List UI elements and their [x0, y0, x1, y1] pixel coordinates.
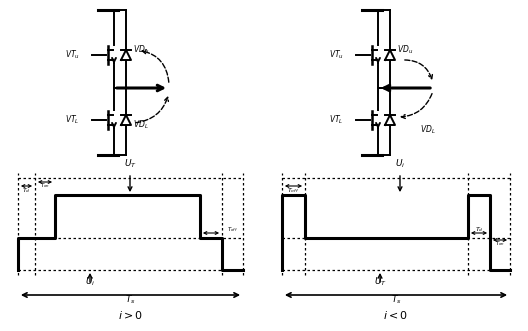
- Text: $VT_L$: $VT_L$: [329, 114, 344, 126]
- Text: $T_{on}$: $T_{on}$: [40, 181, 50, 190]
- Text: $T_{off}$: $T_{off}$: [227, 225, 238, 234]
- Text: $T_s$: $T_s$: [125, 294, 136, 306]
- Text: $VD_L$: $VD_L$: [420, 124, 436, 136]
- Text: $VD_u$: $VD_u$: [133, 44, 149, 56]
- Text: $VT_L$: $VT_L$: [65, 114, 80, 126]
- Text: $VD_u$: $VD_u$: [397, 44, 413, 56]
- Text: $T_d$: $T_d$: [22, 187, 31, 195]
- Text: $T_{off}$: $T_{off}$: [287, 187, 299, 195]
- Text: $i<0$: $i<0$: [383, 309, 409, 321]
- Text: $VD_L$: $VD_L$: [133, 119, 149, 131]
- Text: $i>0$: $i>0$: [118, 309, 143, 321]
- Text: $U_T$: $U_T$: [373, 275, 386, 288]
- Text: $VT_u$: $VT_u$: [329, 49, 344, 61]
- Text: $U_T$: $U_T$: [124, 158, 136, 170]
- Text: $U_i$: $U_i$: [395, 158, 405, 170]
- Text: $VT_u$: $VT_u$: [65, 49, 80, 61]
- Text: $T_d$: $T_d$: [475, 225, 483, 234]
- Text: $T_s$: $T_s$: [391, 294, 401, 306]
- Text: $U_i$: $U_i$: [85, 275, 95, 288]
- Text: $T_{on}$: $T_{on}$: [495, 240, 505, 249]
